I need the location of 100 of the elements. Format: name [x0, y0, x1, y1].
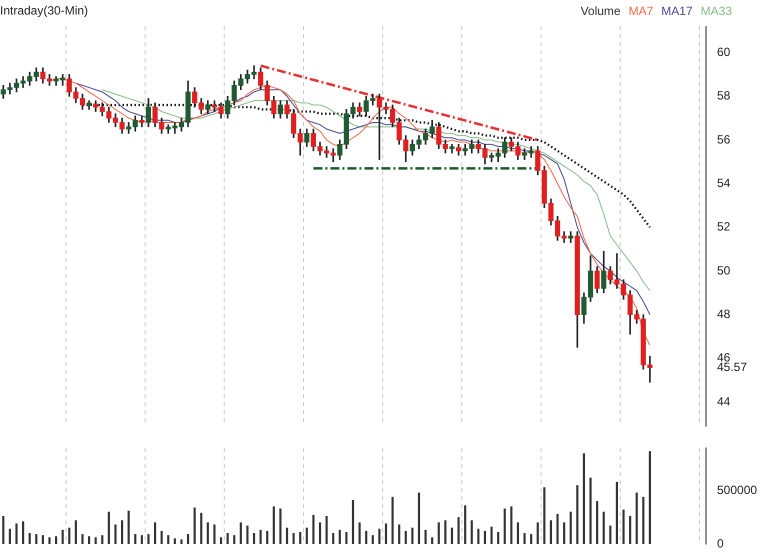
- bar: [180, 539, 183, 544]
- bar: [536, 522, 539, 544]
- bar: [444, 520, 446, 544]
- bar: [292, 533, 295, 544]
- bar: [556, 514, 559, 544]
- bar: [8, 528, 11, 544]
- bar: [279, 508, 282, 544]
- bar: [358, 522, 361, 544]
- bar: [642, 496, 644, 544]
- bar: [15, 523, 18, 544]
- bar: [384, 523, 388, 544]
- bar: [233, 535, 236, 544]
- bar: [134, 534, 136, 544]
- chart-title: Intraday(30-Min): [0, 4, 88, 18]
- bar: [48, 537, 51, 544]
- bar: [206, 522, 209, 544]
- bar: [464, 505, 466, 544]
- bar: [140, 535, 143, 544]
- bar: [338, 530, 341, 544]
- bar: [609, 526, 612, 544]
- text: MA7: [628, 4, 654, 18]
- bar: [582, 453, 586, 544]
- bar: [404, 530, 407, 544]
- bar: [252, 533, 256, 544]
- y-tick-label: 500000: [717, 483, 758, 498]
- bar: [128, 510, 130, 544]
- y-tick-label: 52: [717, 220, 731, 234]
- y-tick-label: 56: [717, 132, 731, 146]
- bar: [470, 520, 473, 544]
- bar: [424, 530, 427, 544]
- candlestick: [449, 144, 455, 154]
- bar: [629, 516, 632, 544]
- bar: [186, 534, 190, 544]
- bar: [326, 516, 328, 544]
- bar: [504, 508, 506, 544]
- bar: [477, 528, 480, 544]
- text: MA33: [700, 4, 732, 18]
- bar: [523, 533, 526, 544]
- bar: [418, 492, 420, 544]
- bar: [147, 534, 150, 544]
- bar: [81, 534, 84, 544]
- bar: [299, 532, 302, 544]
- bar: [563, 522, 566, 544]
- bar: [318, 522, 322, 544]
- bar: [622, 510, 625, 544]
- y-tick-label: 50: [717, 263, 731, 278]
- bar: [94, 537, 97, 544]
- bar: [570, 512, 572, 544]
- bar: [589, 478, 592, 544]
- bar: [450, 528, 454, 544]
- bar: [266, 530, 268, 544]
- bar: [352, 500, 354, 544]
- bar: [576, 485, 578, 544]
- text: MA17: [661, 4, 693, 18]
- y-tick-label: 44: [717, 394, 731, 408]
- bar: [602, 512, 605, 544]
- bar: [220, 537, 222, 544]
- bar: [101, 535, 104, 544]
- bar: [372, 535, 374, 544]
- bar: [74, 520, 77, 544]
- bar: [431, 537, 434, 544]
- bar: [35, 534, 38, 544]
- bar: [636, 492, 638, 544]
- bar: [345, 532, 348, 544]
- bar: [484, 530, 486, 544]
- bar: [530, 534, 532, 544]
- bar: [154, 522, 156, 544]
- bar: [490, 526, 493, 544]
- bar: [543, 487, 546, 544]
- bar: [497, 532, 500, 544]
- bar: [62, 530, 64, 544]
- bar: [28, 533, 31, 544]
- bar: [240, 522, 242, 544]
- bar: [160, 530, 163, 544]
- bar: [272, 506, 275, 544]
- bar: [260, 530, 262, 544]
- bar: [68, 528, 70, 544]
- bar: [200, 512, 202, 544]
- bar: [312, 514, 314, 544]
- bar: [108, 512, 110, 544]
- bar: [194, 507, 196, 544]
- bar: [516, 522, 520, 544]
- y-tick-label: 48: [717, 306, 731, 321]
- bar: [550, 520, 552, 544]
- bar: [55, 536, 58, 544]
- bar: [438, 522, 440, 544]
- bar: [167, 535, 170, 544]
- bar: [398, 524, 400, 544]
- bar: [213, 524, 216, 544]
- bar: [616, 482, 618, 544]
- bar: [286, 528, 288, 544]
- bar: [226, 533, 229, 544]
- y-tick-label: 60: [717, 44, 731, 59]
- bar: [22, 521, 24, 544]
- bar: [42, 535, 44, 544]
- bar: [392, 496, 394, 544]
- bar: [510, 506, 512, 544]
- bar: [457, 517, 460, 544]
- y-tick-label: 0: [717, 536, 724, 550]
- bar: [174, 538, 176, 544]
